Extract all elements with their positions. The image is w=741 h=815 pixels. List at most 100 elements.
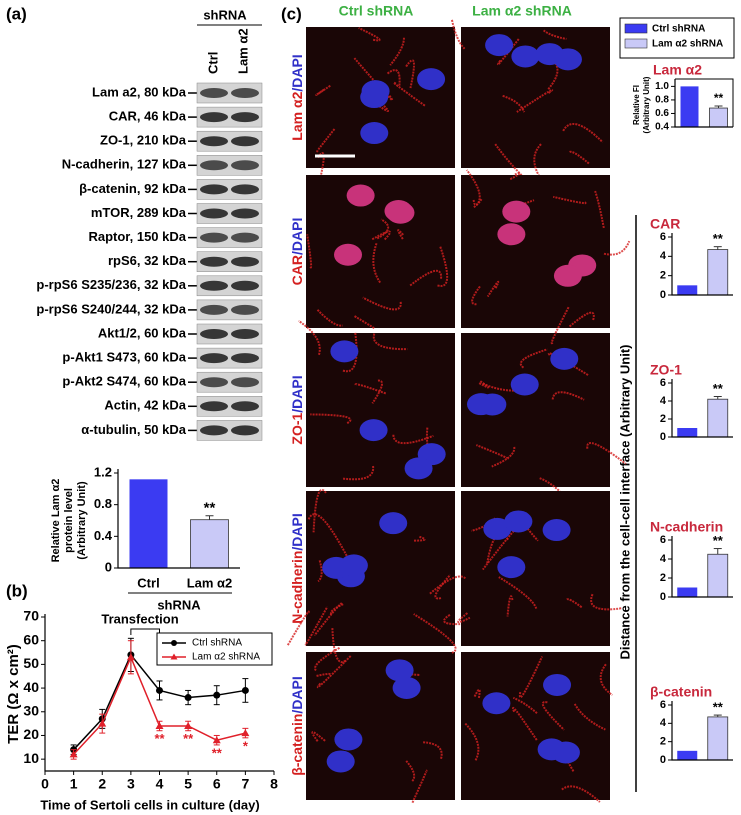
blot [196,396,263,417]
blot [196,251,263,272]
cell-border [331,626,347,663]
cell-border [475,444,509,460]
blot-label: mTOR, 289 kDa [91,205,187,220]
significance: ** [204,500,216,517]
annotation-bracket [130,628,160,635]
cell-border [358,27,381,42]
blot-label: CAR, 46 kDa [109,109,187,124]
cell-border [516,513,539,542]
x-tick-label: Ctrl [137,575,159,590]
cell-border [316,655,352,689]
blot-band [200,401,228,412]
blot-label: p-Akt2 S474, 60 kDa [62,374,186,389]
cell-border [491,446,516,468]
cell-border [311,731,327,742]
significance: ** [212,745,223,760]
chart-title: ZO-1 [650,362,682,378]
cell-border [413,613,457,654]
cell-border [316,127,336,153]
cell-border [286,610,310,647]
significance: * [243,738,249,753]
cell-border [568,311,595,328]
nucleus [326,750,355,773]
bar [677,428,698,437]
bar [707,398,729,438]
lane-label: Ctrl [205,52,220,74]
bar [129,479,168,568]
y-axis-label: (Arbitrary Unit) [76,481,88,560]
nucleus [346,184,375,207]
cell-border [371,230,391,241]
axis [671,379,733,438]
blot-band [231,208,259,219]
nucleus [361,80,390,103]
blot-label: Lam a2, 80 kDa [92,84,187,99]
blot-label: p-Akt1 S473, 60 kDa [62,350,186,365]
y-tick-label: 4 [660,553,667,565]
column-header: Ctrl shRNA [339,3,414,19]
x-tick-label: Lam α2 [187,575,233,590]
y-tick-label: 0 [660,754,666,766]
row-label: Lam α2/DAPI [289,54,305,140]
column-header: Lam α2 shRNA [472,3,572,19]
blot-band [231,232,259,243]
legend-swatch [624,23,648,34]
axis [674,79,733,128]
bar [707,716,729,761]
row-stain: /DAPI [289,375,305,412]
micrograph [461,175,610,328]
cell-border [496,38,520,66]
bar [677,750,698,760]
legend-box [156,632,273,666]
significance: ** [713,700,724,715]
y-tick-label: 6 [660,231,666,243]
y-tick-label: 0.4 [655,122,669,133]
cell-border [307,513,349,558]
blot [196,106,263,128]
y-tick-label: 40 [23,679,39,695]
blot-band [231,160,259,171]
row-label: CAR/DAPI [289,218,305,286]
chart-title: N-cadherin [650,519,723,535]
blot-band [200,425,228,436]
y-tick-label: 0 [660,431,666,443]
blot-band [200,377,228,388]
y-tick-label: 1.2 [94,464,112,479]
micrograph [306,652,455,800]
nucleus [322,556,351,579]
cell-border [317,560,323,583]
blot-label: rpS6, 32 kDa [108,253,187,268]
cell-border [565,598,583,609]
blot-band [200,160,228,171]
bar [707,553,729,598]
row-stain: /DAPI [289,676,305,713]
row-protein: ZO-1 [289,413,305,445]
y-tick-label: 30 [23,702,39,718]
y-tick-label: 1.0 [655,81,669,92]
x-tick-label: 2 [98,776,106,792]
point [184,694,192,702]
y-tick-label: 20 [23,726,39,742]
blot-band [200,353,228,364]
blot [196,227,263,248]
blot-band [200,280,228,291]
blot-label: N-cadherin, 127 kDa [62,157,187,172]
blot [196,275,263,297]
blot-band [231,256,259,267]
nucleus [535,43,564,66]
y-tick-label: 6 [660,377,666,389]
cell-border [599,663,613,696]
bar [190,519,229,569]
blot-label: p-rpS6 S240/244, 32 kDa [36,301,186,316]
x-tick-label: 7 [241,776,249,792]
cell-border [486,280,500,298]
cell-border [457,612,471,624]
row-label: β-catenin/DAPI [289,676,305,776]
y-axis-label: Relative FI [632,85,641,125]
cell-border [314,646,341,672]
nucleus [551,741,580,764]
cell-border [342,332,358,373]
blot [196,203,263,224]
cell-border [353,314,376,330]
